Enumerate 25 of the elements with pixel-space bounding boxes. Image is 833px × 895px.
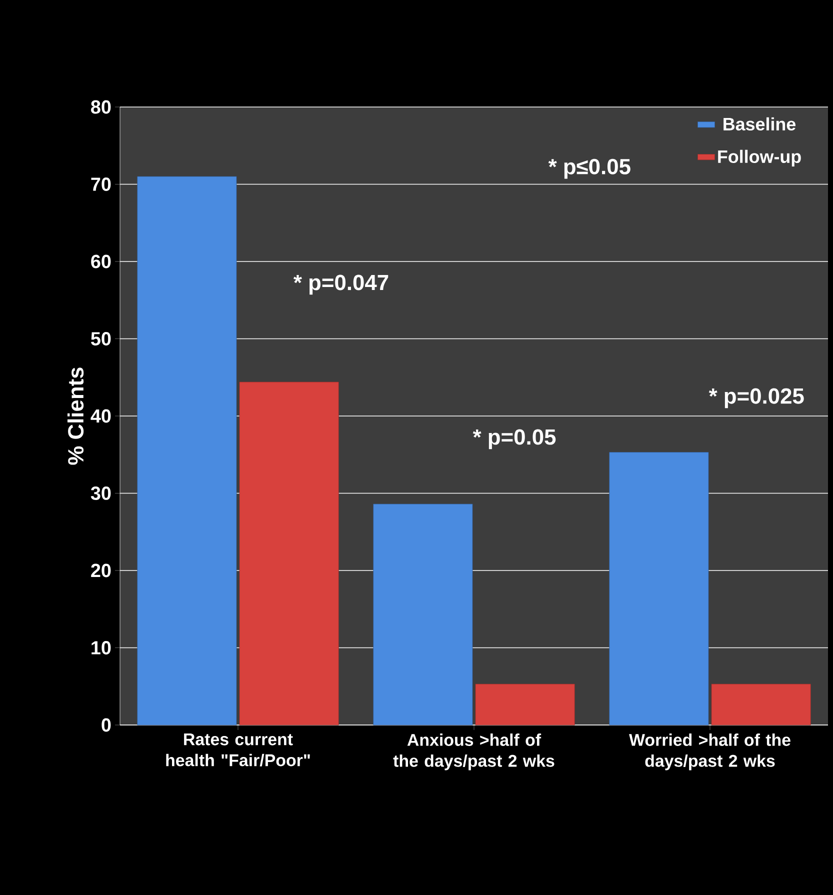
y-tick-label: 40 — [90, 409, 111, 423]
y-tick-label: 10 — [92, 641, 111, 654]
x-tick-label: Worried >half of the days/past 2 wks — [629, 734, 790, 770]
bar — [239, 382, 339, 726]
bar — [137, 176, 237, 726]
legend-label: Follow-up — [718, 150, 801, 167]
y-axis-title: % Clients — [67, 368, 84, 465]
annotation: * p=0.025 — [708, 388, 804, 408]
bar — [711, 684, 811, 726]
y-tick-label: 50 — [91, 332, 111, 346]
x-tick-label: Anxious >half of the days/past 2 wks — [393, 734, 554, 770]
y-tick-label: 30 — [90, 486, 111, 500]
bar — [373, 504, 473, 726]
y-tick-label: 60 — [91, 254, 111, 268]
annotation: * p=0.05 — [472, 429, 556, 450]
legend-label: Baseline — [724, 117, 796, 131]
annotation: * p≤0.05 — [548, 158, 630, 179]
bar — [609, 452, 709, 726]
y-tick-label: 70 — [91, 178, 111, 191]
y-tick-label: 20 — [91, 564, 111, 578]
x-tick-label: Rates current health "Fair/Poor" — [166, 734, 310, 766]
y-tick-label: 0 — [102, 718, 111, 732]
annotation: * p=0.047 — [294, 274, 388, 295]
y-tick-label: 80 — [91, 100, 111, 114]
bar — [475, 684, 575, 726]
